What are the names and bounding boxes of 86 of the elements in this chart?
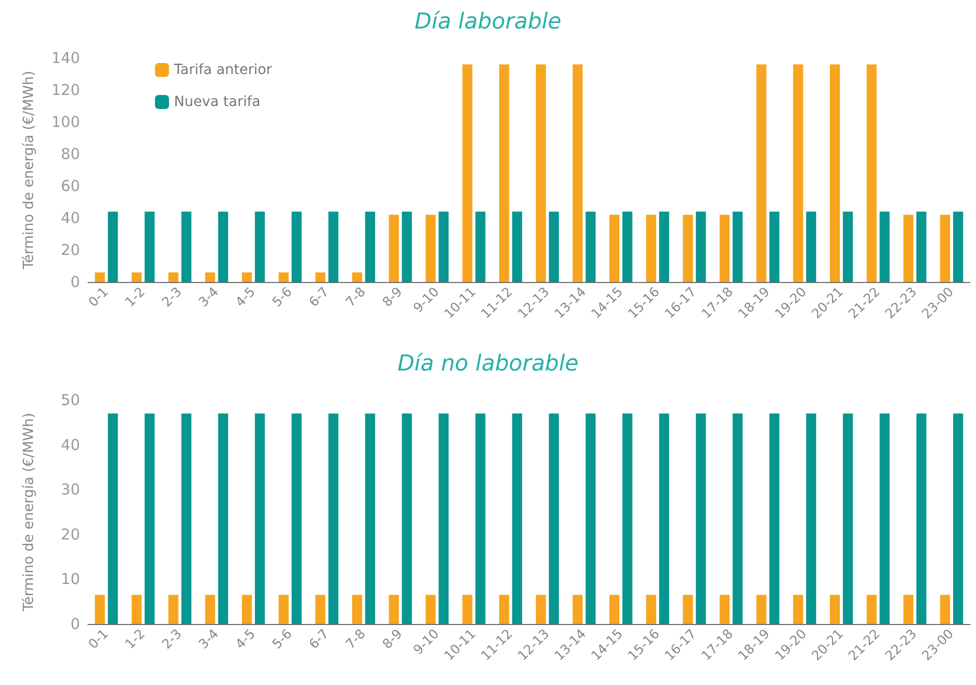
x-tick-label: 7-8: [343, 284, 369, 310]
bar: [609, 214, 620, 282]
bar: [793, 64, 804, 282]
bar: [278, 272, 289, 282]
y-tick-label: 140: [51, 49, 80, 67]
x-tick-label: 1-2: [122, 284, 148, 310]
bar: [940, 214, 950, 282]
y-tick-label: 100: [51, 113, 80, 131]
bar: [696, 212, 706, 282]
x-tick-label: 6-7: [306, 626, 332, 652]
y-axis-title: Término de energía (€/MWh): [21, 412, 37, 612]
bar: [880, 212, 890, 282]
bar: [168, 272, 178, 282]
x-tick-label: 8-9: [380, 626, 406, 652]
bar: [352, 272, 362, 282]
legend-label: Tarifa anterior: [173, 62, 272, 78]
bar: [462, 64, 472, 282]
bar: [365, 212, 376, 282]
bar: [181, 212, 192, 282]
bar: [682, 214, 693, 282]
bar: [388, 214, 399, 282]
bar: [646, 214, 656, 282]
bar: [499, 64, 510, 282]
bar: [842, 212, 853, 282]
x-tick-label: 4-5: [233, 626, 259, 652]
bar: [144, 212, 155, 282]
bar: [586, 212, 596, 282]
y-tick-label: 0: [70, 615, 80, 633]
x-tick-label: 0-1: [86, 626, 112, 652]
x-tick-label: 5-6: [270, 284, 296, 310]
x-tick-label: 4-5: [233, 284, 259, 310]
y-tick-label: 60: [60, 177, 80, 195]
bar: [292, 212, 302, 282]
y-tick-label: 50: [60, 391, 80, 409]
bar: [218, 212, 228, 282]
x-tick-label: 7-8: [343, 626, 369, 652]
chart-title: Día no laborable: [397, 352, 579, 376]
bar: [108, 212, 118, 282]
bar: [572, 64, 583, 282]
bar: [916, 212, 926, 282]
bar: [205, 272, 216, 282]
bar: [254, 212, 265, 282]
bar: [328, 212, 338, 282]
bar: [315, 272, 326, 282]
y-tick-label: 40: [60, 209, 80, 227]
bar: [536, 64, 546, 282]
x-tick-label: 0-1: [86, 284, 112, 310]
x-tick-label: 2-3: [160, 284, 186, 310]
bar: [242, 272, 252, 282]
y-tick-label: 0: [70, 273, 80, 291]
y-tick-label: 40: [60, 436, 80, 454]
x-tick-label: 8-9: [380, 284, 406, 310]
bar: [830, 64, 840, 282]
legend-label: Nueva tarifa: [174, 94, 260, 110]
bar: [720, 214, 730, 282]
y-tick-label: 20: [60, 525, 80, 544]
bar: [426, 214, 436, 282]
bar: [659, 212, 670, 282]
x-tick-label: 6-7: [306, 284, 332, 310]
y-axis-title: Término de energía (€/MWh): [21, 70, 37, 270]
bar: [622, 212, 632, 282]
bar: [475, 212, 486, 282]
x-tick-label: 2-3: [160, 626, 186, 652]
bar: [953, 212, 964, 282]
bar: [512, 212, 522, 282]
y-tick-label: 30: [60, 480, 80, 499]
bar: [732, 212, 743, 282]
bar: [756, 64, 766, 282]
bar: [94, 272, 105, 282]
bar: [866, 64, 877, 282]
bar: [438, 212, 449, 282]
x-tick-label: 1-2: [122, 626, 148, 652]
bar: [769, 212, 780, 282]
chart-title: Día laborable: [414, 10, 562, 34]
bar: [903, 214, 914, 282]
y-tick-label: 10: [60, 570, 80, 588]
bar: [132, 272, 142, 282]
bar: [806, 212, 816, 282]
y-tick-label: 20: [60, 241, 80, 259]
y-tick-label: 80: [60, 145, 80, 163]
bar: [548, 212, 559, 282]
x-tick-label: 3-4: [196, 626, 222, 652]
y-tick-label: 120: [51, 81, 80, 99]
x-tick-label: 3-4: [196, 284, 222, 310]
x-tick-label: 5-6: [270, 626, 296, 652]
bar: [402, 212, 412, 282]
